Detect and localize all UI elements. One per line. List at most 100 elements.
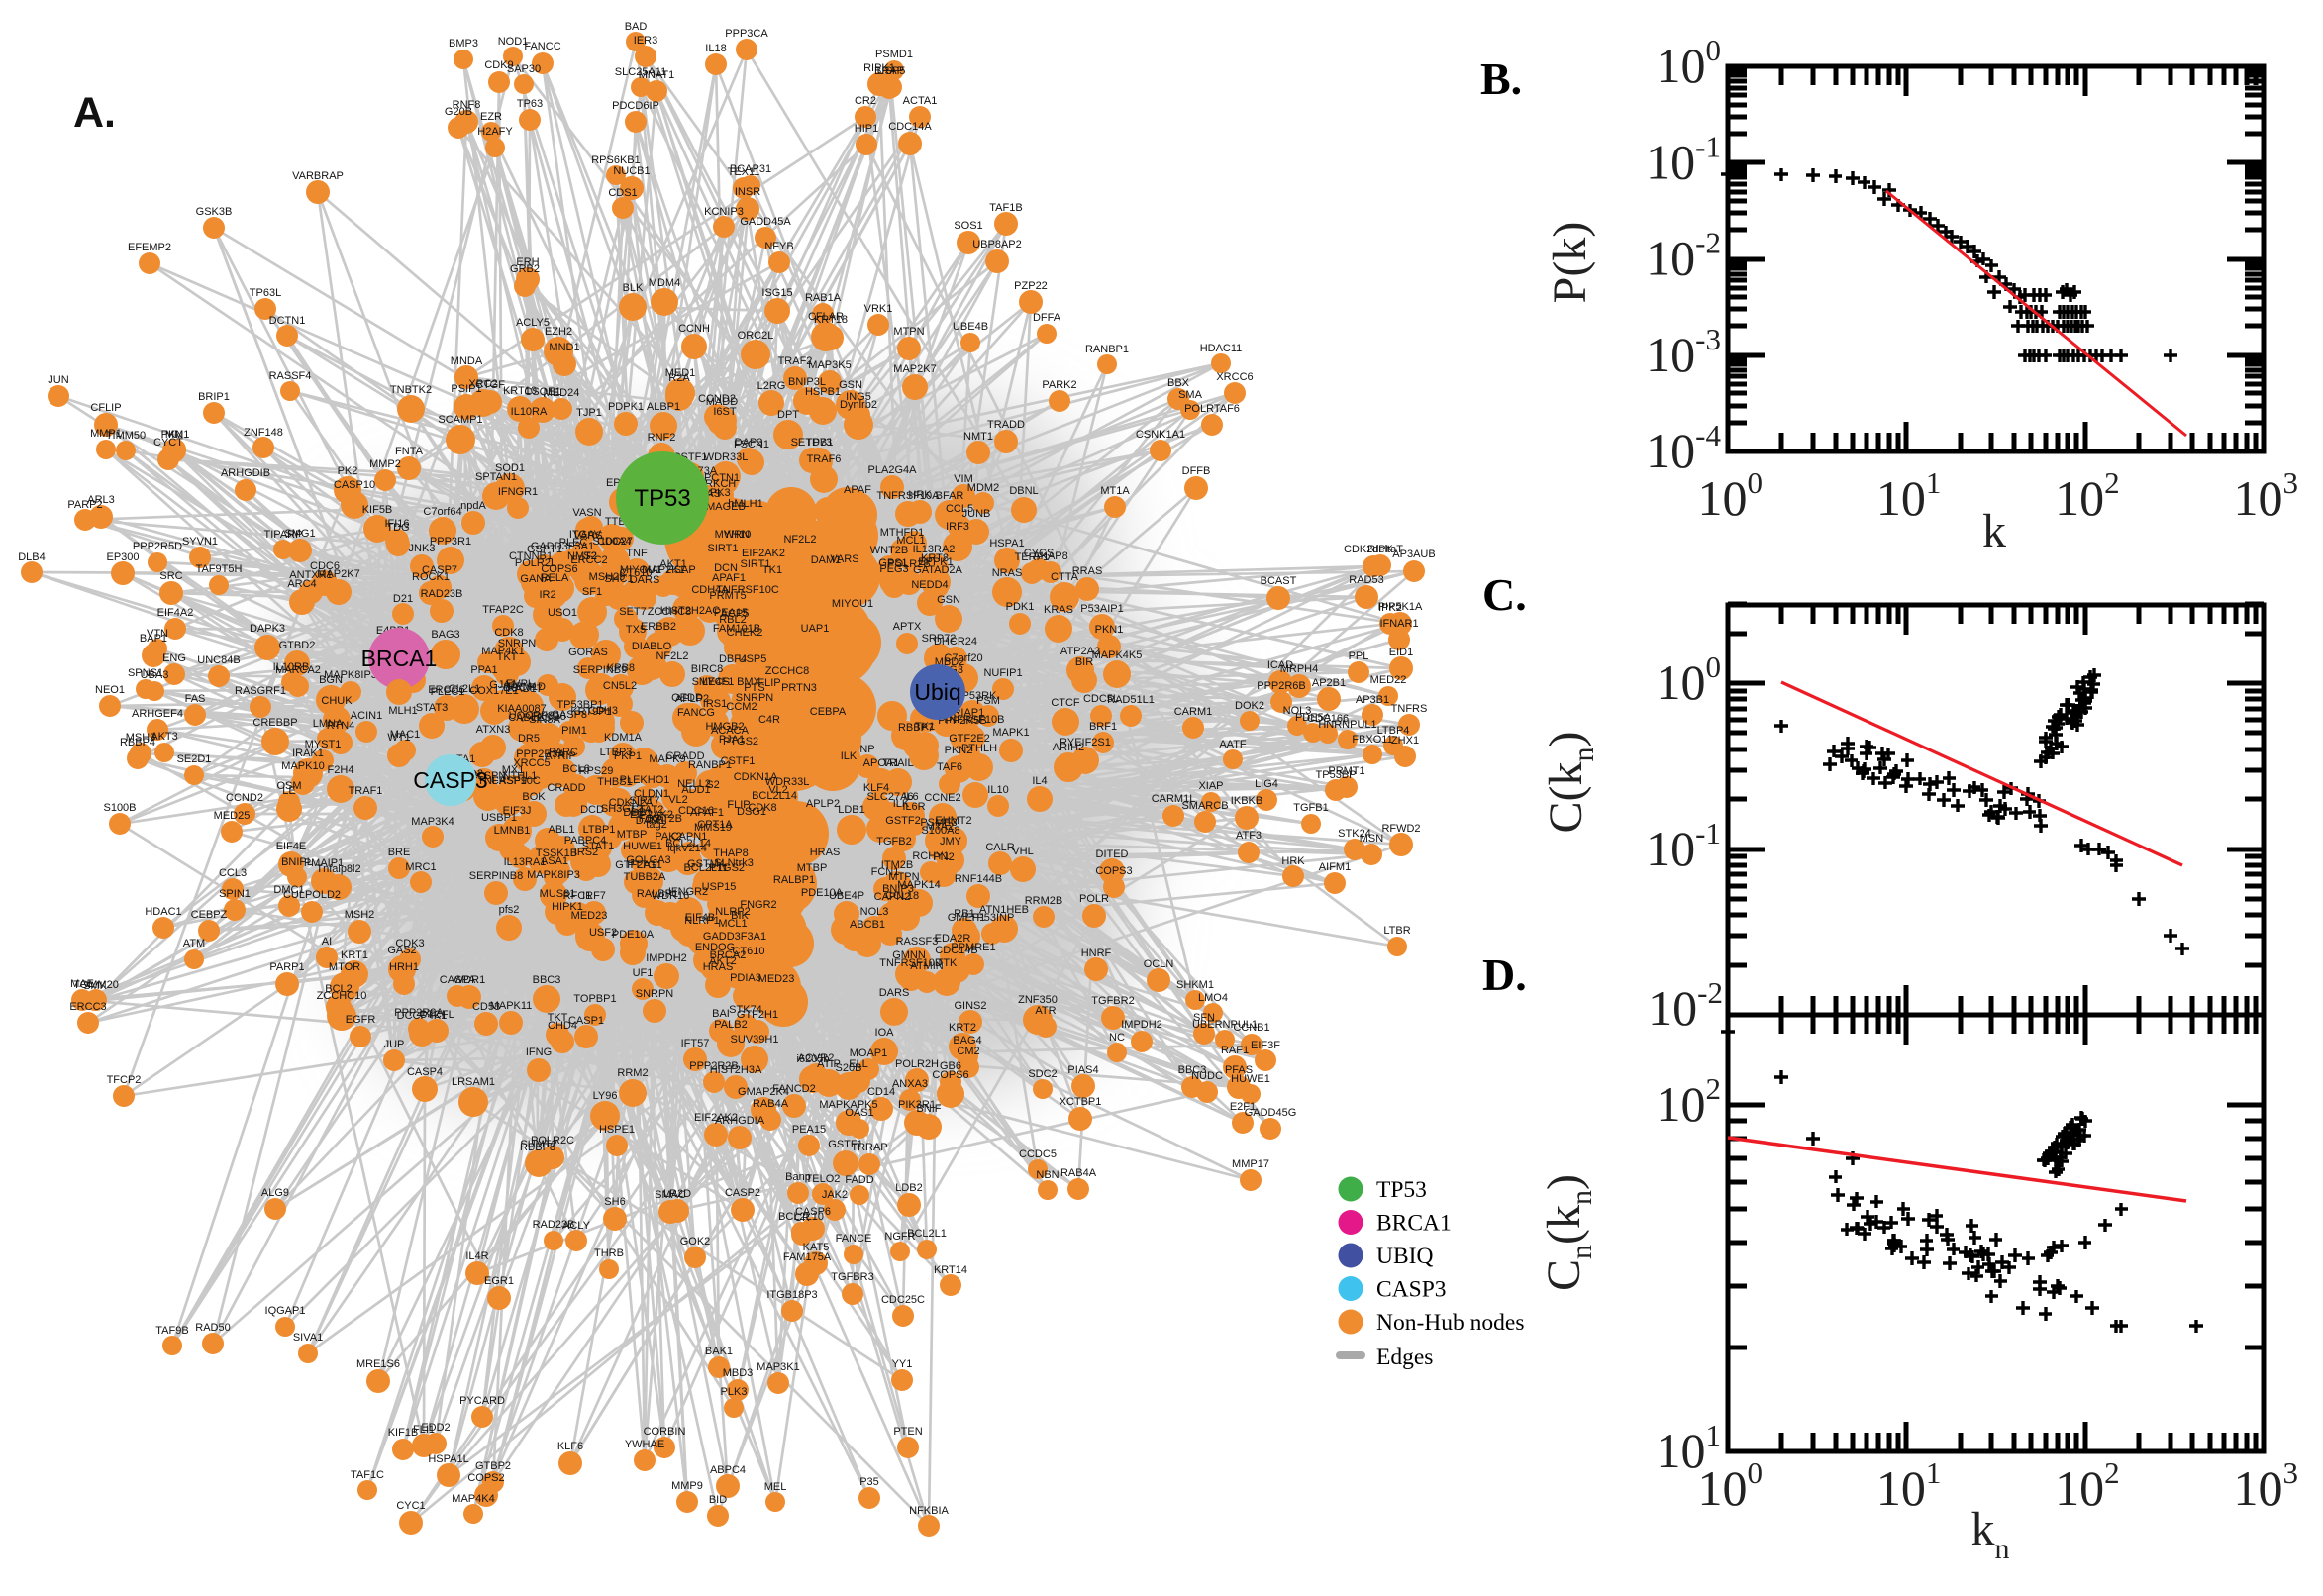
svg-text:ZCCHC8: ZCCHC8 xyxy=(648,606,692,618)
svg-text:APLP2: APLP2 xyxy=(806,798,840,810)
svg-text:ZNF350: ZNF350 xyxy=(1018,994,1058,1006)
svg-text:TKT: TKT xyxy=(548,1012,568,1024)
svg-text:DARS: DARS xyxy=(879,987,910,999)
svg-text:PARC: PARC xyxy=(549,747,578,758)
svg-text:HMGB2: HMGB2 xyxy=(705,721,744,733)
svg-text:GANA: GANA xyxy=(520,573,552,585)
svg-text:ALBP1: ALBP1 xyxy=(647,401,680,413)
svg-text:OSM: OSM xyxy=(276,780,301,792)
svg-text:DCCP4K1: DCCP4K1 xyxy=(397,1010,448,1022)
svg-text:MED25: MED25 xyxy=(214,810,251,822)
svg-text:PDE10A: PDE10A xyxy=(612,929,655,941)
svg-text:MSH29: MSH29 xyxy=(589,571,626,583)
svg-text:TK1: TK1 xyxy=(915,721,935,733)
svg-text:NTHL1: NTHL1 xyxy=(503,770,538,782)
svg-text:DAP3: DAP3 xyxy=(735,437,763,449)
svg-text:TAF9B: TAF9B xyxy=(155,1325,188,1337)
svg-text:POLRTAF6: POLRTAF6 xyxy=(1184,403,1240,415)
svg-text:FOS: FOS xyxy=(639,813,661,825)
svg-text:ATN1HEB: ATN1HEB xyxy=(979,904,1029,916)
svg-text:RNF144B: RNF144B xyxy=(955,873,1002,885)
svg-text:LTBP4: LTBP4 xyxy=(1377,725,1410,737)
svg-text:NFKBIA: NFKBIA xyxy=(909,1505,949,1517)
svg-text:PSIP1: PSIP1 xyxy=(451,383,481,395)
svg-text:PPP3R1: PPP3R1 xyxy=(430,536,471,548)
svg-text:CCNH: CCNH xyxy=(678,323,710,335)
svg-text:C.: C. xyxy=(1482,569,1527,620)
svg-text:MND1: MND1 xyxy=(549,342,579,353)
svg-text:DCTN1: DCTN1 xyxy=(269,315,306,327)
svg-text:NGFR: NGFR xyxy=(884,1231,915,1243)
svg-text:P53AIP1: P53AIP1 xyxy=(1080,603,1123,615)
svg-text:CSNK1A1: CSNK1A1 xyxy=(1136,429,1185,441)
svg-text:MED22: MED22 xyxy=(1370,674,1407,686)
svg-text:ITGAV: ITGAV xyxy=(569,529,602,541)
svg-text:MAPK14: MAPK14 xyxy=(897,879,940,891)
svg-text:IRF3: IRF3 xyxy=(946,521,969,533)
svg-text:ASA1: ASA1 xyxy=(541,855,568,867)
svg-text:MDM2: MDM2 xyxy=(967,482,999,494)
svg-text:npdA: npdA xyxy=(460,500,486,512)
svg-text:KDM1A: KDM1A xyxy=(604,732,643,744)
svg-text:PLEC: PLEC xyxy=(559,537,588,549)
svg-text:TP53BP: TP53BP xyxy=(1316,769,1357,781)
svg-text:PDE10A: PDE10A xyxy=(801,887,844,899)
svg-text:RASSF4: RASSF4 xyxy=(269,370,312,382)
svg-text:TSSK1B: TSSK1B xyxy=(536,848,577,859)
svg-text:CCL18: CCL18 xyxy=(885,890,919,902)
svg-text:NF2L2: NF2L2 xyxy=(656,650,688,662)
svg-text:CDC14A: CDC14A xyxy=(888,121,932,133)
svg-text:PJA1: PJA1 xyxy=(719,734,745,746)
svg-text:VL2: VL2 xyxy=(768,784,788,796)
svg-text:IRS1: IRS1 xyxy=(703,698,727,710)
svg-text:USO1: USO1 xyxy=(548,607,577,619)
svg-text:B.: B. xyxy=(1480,53,1522,104)
svg-text:IL6R: IL6R xyxy=(902,801,925,813)
svg-text:LMNB1: LMNB1 xyxy=(494,825,531,837)
svg-text:DPT: DPT xyxy=(777,409,799,421)
svg-text:IL13RA1: IL13RA1 xyxy=(504,856,547,868)
svg-text:ABPC4: ABPC4 xyxy=(710,1464,746,1476)
svg-text:SHKM1: SHKM1 xyxy=(1176,979,1214,991)
svg-text:PLK3: PLK3 xyxy=(721,1386,748,1398)
svg-text:NLRP1: NLRP1 xyxy=(684,915,719,927)
svg-text:IRF7: IRF7 xyxy=(582,890,606,902)
svg-text:FADD: FADD xyxy=(845,1174,873,1186)
svg-text:FANCG: FANCG xyxy=(677,707,715,719)
svg-text:ATF3: ATF3 xyxy=(1236,830,1262,842)
svg-text:ACACA: ACACA xyxy=(711,725,750,737)
svg-text:SIRT1: SIRT1 xyxy=(708,543,739,554)
svg-text:ERCC2: ERCC2 xyxy=(570,554,607,566)
svg-text:CT610: CT610 xyxy=(732,946,764,957)
svg-text:NMT2: NMT2 xyxy=(567,550,597,562)
svg-text:ANTXR1: ANTXR1 xyxy=(289,569,332,581)
svg-text:JMY: JMY xyxy=(940,836,962,848)
svg-text:WNT2B: WNT2B xyxy=(870,545,909,556)
svg-text:CR: CR xyxy=(794,1212,810,1224)
svg-text:CREBBP: CREBBP xyxy=(252,717,297,729)
svg-text:SMARCB: SMARCB xyxy=(1181,800,1228,812)
svg-text:ABL1: ABL1 xyxy=(549,824,575,836)
svg-text:EIF4A2: EIF4A2 xyxy=(157,607,194,619)
svg-text:SHMT2: SHMT2 xyxy=(520,1139,556,1150)
svg-text:RALBP1: RALBP1 xyxy=(773,874,815,886)
svg-text:SFN: SFN xyxy=(1193,1012,1215,1024)
svg-text:RRAS: RRAS xyxy=(1072,565,1103,577)
svg-text:PIK3R1: PIK3R1 xyxy=(898,1099,936,1111)
svg-text:IFNGR1: IFNGR1 xyxy=(498,486,538,498)
svg-text:CTCF: CTCF xyxy=(1051,697,1080,709)
svg-text:RFWD2: RFWD2 xyxy=(1381,823,1420,835)
svg-text:RAF1: RAF1 xyxy=(1221,1045,1249,1056)
svg-text:DCN: DCN xyxy=(714,562,738,574)
svg-text:DAPK3: DAPK3 xyxy=(250,623,285,635)
svg-text:MMP1: MMP1 xyxy=(90,428,122,440)
svg-text:SPIN1: SPIN1 xyxy=(219,888,251,900)
svg-text:ACLY5: ACLY5 xyxy=(516,317,550,329)
svg-text:PKN2: PKN2 xyxy=(945,745,973,756)
svg-text:XIAP: XIAP xyxy=(1198,780,1223,792)
svg-text:HRK: HRK xyxy=(908,489,932,501)
svg-text:FNTA: FNTA xyxy=(395,446,424,457)
svg-text:ANXA3: ANXA3 xyxy=(892,1078,928,1090)
svg-text:MCL1: MCL1 xyxy=(896,535,925,547)
svg-text:EIF4E: EIF4E xyxy=(276,841,307,852)
